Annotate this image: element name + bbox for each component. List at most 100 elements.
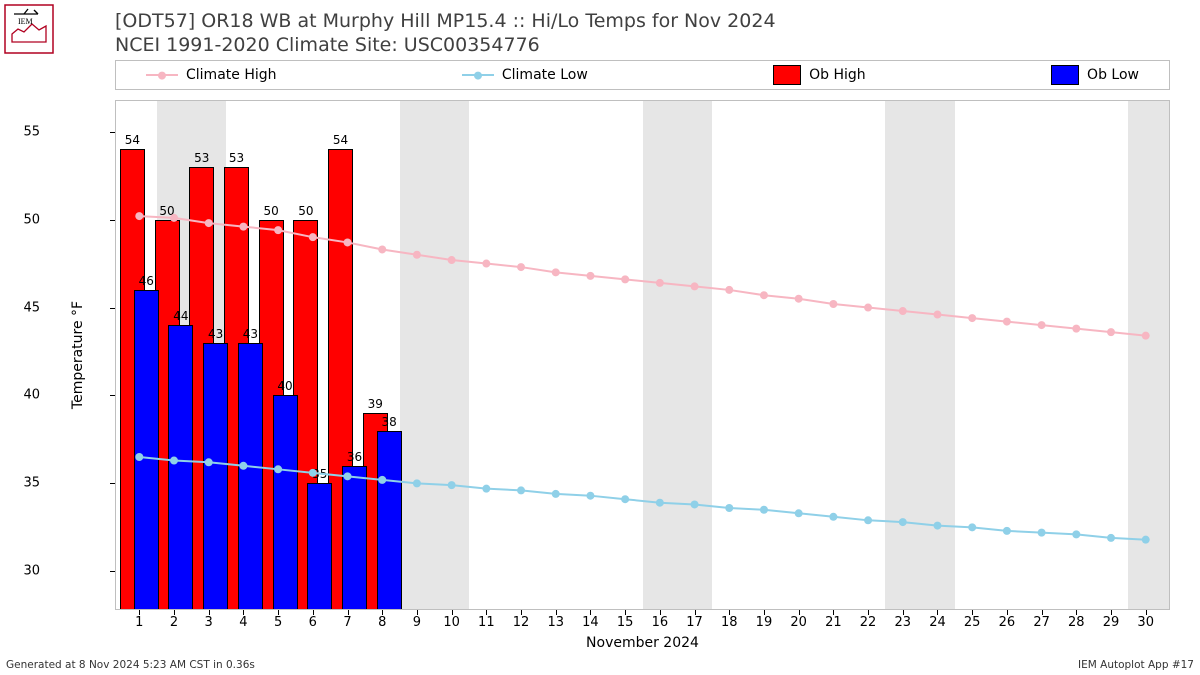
title-line-1: [ODT57] OR18 WB at Murphy Hill MP15.4 ::… [115,10,776,32]
line-climate-low-marker [968,523,976,531]
line-climate-low-marker [517,486,525,494]
footer-app: IEM Autoplot App #17 [1078,659,1194,671]
chart-title: [ODT57] OR18 WB at Murphy Hill MP15.4 ::… [115,10,776,58]
x-tick-label: 4 [239,615,247,630]
x-tick-label: 27 [1033,615,1050,630]
line-climate-high-marker [1072,325,1080,333]
line-climate-high-marker [482,260,490,268]
iem-logo: IEM [4,4,54,54]
lines-layer [115,100,1170,610]
x-tick-label: 5 [274,615,282,630]
line-climate-low-marker [725,504,733,512]
x-tick-label: 6 [309,615,317,630]
x-tick-label: 17 [686,615,703,630]
line-climate-low-marker [413,479,421,487]
line-climate-low-marker [482,485,490,493]
line-climate-high-marker [1038,321,1046,329]
line-climate-high-marker [1142,332,1150,340]
x-tick-label: 16 [652,615,669,630]
y-tick-label: 30 [0,565,40,578]
x-tick-label: 28 [1068,615,1085,630]
line-climate-low-marker [621,495,629,503]
line-climate-low-marker [1142,536,1150,544]
chart-page: IEM [ODT57] OR18 WB at Murphy Hill MP15.… [0,0,1200,675]
line-climate-low-marker [1107,534,1115,542]
x-tick-label: 13 [547,615,564,630]
svg-text:IEM: IEM [18,17,33,26]
line-climate-low-marker [1038,529,1046,537]
line-climate-low-marker [795,509,803,517]
line-climate-high-marker [656,279,664,287]
line-climate-high-marker [725,286,733,294]
line-climate-low-marker [448,481,456,489]
y-tick-label: 40 [0,389,40,402]
x-tick-label: 18 [721,615,738,630]
line-climate-high-marker [933,311,941,319]
legend-climate-low: Climate Low [462,67,588,83]
x-tick-label: 14 [582,615,599,630]
line-climate-high-marker [760,291,768,299]
line-climate-low-marker [1072,530,1080,538]
x-tick-label: 8 [378,615,386,630]
line-climate-high-marker [552,268,560,276]
line-climate-high-marker [378,245,386,253]
legend-label-climate-high: Climate High [186,67,277,83]
x-axis-label: November 2024 [115,635,1170,651]
x-tick-label: 21 [825,615,842,630]
line-climate-low-marker [586,492,594,500]
line-climate-low-marker [378,476,386,484]
line-climate-high-marker [586,272,594,280]
legend: Climate High Climate Low Ob High Ob Low [115,60,1170,90]
y-tick-label: 50 [0,213,40,226]
line-climate-high-marker [968,314,976,322]
line-climate-low-marker [933,522,941,530]
y-tick-label: 35 [0,477,40,490]
line-climate-high-marker [309,233,317,241]
x-tick-label: 1 [135,615,143,630]
line-climate-high-marker [344,238,352,246]
x-tick-label: 9 [413,615,421,630]
legend-climate-high: Climate High [146,67,277,83]
line-climate-high-marker [899,307,907,315]
legend-ob-high: Ob High [773,65,866,85]
x-tick-label: 29 [1103,615,1120,630]
line-climate-low-marker [829,513,837,521]
x-tick-label: 12 [513,615,530,630]
legend-label-ob-high: Ob High [809,67,866,83]
legend-label-ob-low: Ob Low [1087,67,1139,83]
x-tick-label: 15 [617,615,634,630]
line-climate-low-marker [656,499,664,507]
x-tick-label: 11 [478,615,495,630]
x-tick-label: 10 [443,615,460,630]
legend-swatch-ob-high [773,65,801,85]
line-climate-low-marker [864,516,872,524]
x-tick-label: 7 [343,615,351,630]
line-climate-low [139,457,1145,540]
x-tick-label: 23 [894,615,911,630]
line-climate-low-marker [309,469,317,477]
y-tick-label: 55 [0,125,40,138]
x-tick-label: 20 [790,615,807,630]
x-tick-label: 2 [170,615,178,630]
line-climate-high-marker [170,214,178,222]
line-climate-high-marker [621,275,629,283]
line-climate-low-marker [552,490,560,498]
legend-line-climate-low [462,74,494,76]
line-climate-low-marker [1003,527,1011,535]
line-climate-low-marker [135,453,143,461]
line-climate-low-marker [205,458,213,466]
line-climate-high-marker [135,212,143,220]
legend-line-climate-high [146,74,178,76]
title-line-2: NCEI 1991-2020 Climate Site: USC00354776 [115,34,540,56]
x-tick-label: 26 [999,615,1016,630]
y-axis-label: Temperature °F [68,100,88,610]
y-tick-label: 45 [0,301,40,314]
line-climate-high-marker [448,256,456,264]
line-climate-high-marker [413,251,421,259]
x-tick-label: 25 [964,615,981,630]
x-tick-label: 19 [756,615,773,630]
line-climate-high-marker [1107,328,1115,336]
line-climate-low-marker [899,518,907,526]
line-climate-low-marker [760,506,768,514]
line-climate-low-marker [170,457,178,465]
